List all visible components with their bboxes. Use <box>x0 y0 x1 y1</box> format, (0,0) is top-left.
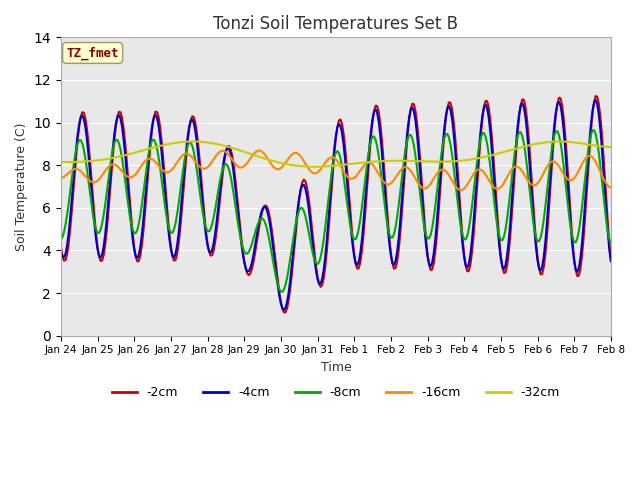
Title: Tonzi Soil Temperatures Set B: Tonzi Soil Temperatures Set B <box>213 15 458 33</box>
-4cm <box>403 141 410 147</box>
-16cm <box>159 168 167 174</box>
-16cm <box>372 166 380 172</box>
Line: -8cm: -8cm <box>61 130 611 292</box>
-32cm <box>372 158 380 164</box>
-4cm <box>159 168 167 174</box>
-8cm <box>390 231 398 237</box>
-32cm <box>557 139 564 144</box>
-32cm <box>541 140 549 145</box>
-2cm <box>372 103 380 108</box>
-32cm <box>72 159 80 165</box>
-8cm <box>403 143 410 148</box>
-32cm <box>390 158 398 164</box>
-4cm <box>607 258 615 264</box>
X-axis label: Time: Time <box>321 361 351 374</box>
Line: -4cm: -4cm <box>61 100 611 310</box>
-32cm <box>57 159 65 165</box>
-32cm <box>607 144 615 150</box>
-2cm <box>403 150 410 156</box>
-8cm <box>278 289 286 295</box>
-2cm <box>280 310 288 315</box>
Legend: -2cm, -4cm, -8cm, -16cm, -32cm: -2cm, -4cm, -8cm, -16cm, -32cm <box>107 381 565 404</box>
-16cm <box>390 177 398 183</box>
-8cm <box>589 127 596 133</box>
-16cm <box>607 185 615 191</box>
-8cm <box>57 237 65 242</box>
-16cm <box>72 166 80 172</box>
-2cm <box>607 258 615 264</box>
-2cm <box>72 153 80 159</box>
-16cm <box>543 164 550 170</box>
-2cm <box>592 93 600 99</box>
-4cm <box>541 240 549 246</box>
Line: -2cm: -2cm <box>61 96 611 312</box>
-2cm <box>541 252 549 258</box>
-16cm <box>57 175 65 181</box>
-4cm <box>57 250 65 255</box>
-8cm <box>607 240 615 246</box>
-2cm <box>159 156 167 162</box>
Text: TZ_fmet: TZ_fmet <box>67 46 119 60</box>
-16cm <box>403 164 410 170</box>
-4cm <box>592 97 600 103</box>
-8cm <box>372 137 380 143</box>
-16cm <box>256 147 264 153</box>
-8cm <box>72 146 80 152</box>
-4cm <box>72 145 80 151</box>
-32cm <box>403 158 410 164</box>
-2cm <box>57 244 65 250</box>
Line: -32cm: -32cm <box>61 142 611 167</box>
-4cm <box>390 262 398 268</box>
-2cm <box>390 266 398 272</box>
-16cm <box>458 187 465 193</box>
-32cm <box>310 164 318 169</box>
-8cm <box>541 204 549 210</box>
Y-axis label: Soil Temperature (C): Soil Temperature (C) <box>15 122 28 251</box>
Line: -16cm: -16cm <box>61 150 611 190</box>
-4cm <box>280 307 288 313</box>
-32cm <box>159 142 167 148</box>
-8cm <box>159 190 167 195</box>
-4cm <box>372 107 380 112</box>
